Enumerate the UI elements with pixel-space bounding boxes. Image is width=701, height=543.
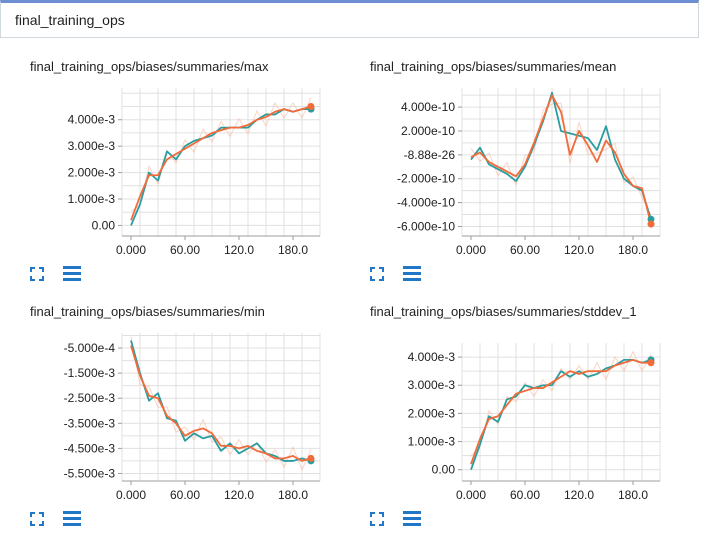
chart-card-mean: final_training_ops/biases/summaries/mean… bbox=[370, 58, 701, 298]
y-tick-label: 2.000e-3 bbox=[68, 166, 116, 180]
chart-title: final_training_ops/biases/summaries/stdd… bbox=[370, 304, 637, 319]
x-tick-label: 180.0 bbox=[278, 243, 308, 257]
y-tick-label: -4.000e-10 bbox=[397, 196, 455, 210]
menu-icon[interactable] bbox=[63, 511, 81, 526]
chart-card-stddev: final_training_ops/biases/summaries/stdd… bbox=[370, 303, 701, 543]
y-tick-label: 4.000e-3 bbox=[408, 350, 456, 364]
y-tick-label: 1.000e-3 bbox=[68, 192, 116, 206]
y-tick-label: -5.000e-4 bbox=[64, 341, 116, 355]
chart-title: final_training_ops/biases/summaries/mean bbox=[370, 59, 617, 74]
x-tick-label: 120.0 bbox=[564, 243, 594, 257]
series-end-point-orange bbox=[647, 359, 655, 367]
x-tick-label: 60.00 bbox=[510, 488, 540, 502]
expand-icon[interactable] bbox=[370, 267, 384, 281]
series-end-point-orange bbox=[647, 220, 655, 228]
menu-icon[interactable] bbox=[63, 266, 81, 281]
y-tick-label: 0.00 bbox=[92, 218, 116, 232]
y-tick-label: -3.500e-3 bbox=[64, 416, 116, 430]
y-tick-label: -8.88e-26 bbox=[404, 148, 456, 162]
series-line-orange bbox=[470, 94, 652, 225]
x-tick-label: 60.00 bbox=[170, 488, 200, 502]
x-tick-label: 180.0 bbox=[278, 488, 308, 502]
x-tick-label: 180.0 bbox=[618, 243, 648, 257]
chart-plot-max[interactable]: 0.000 60.00 120.0 180.0 0.00 1.000e-3 2.000e-3… bbox=[30, 58, 370, 263]
x-tick-label: 0.000 bbox=[116, 243, 146, 257]
x-tick-label: 120.0 bbox=[224, 243, 254, 257]
y-tick-label: 3.000e-3 bbox=[408, 378, 456, 392]
x-tick-label: 0.000 bbox=[456, 488, 486, 502]
y-tick-label: 1.000e-3 bbox=[408, 435, 456, 449]
series-end-point-orange bbox=[307, 103, 315, 110]
chart-plot-stddev[interactable]: 0.000 60.00 120.0 180.0 0.00 1.000e-3 2.000e-3… bbox=[370, 303, 701, 508]
y-tick-label: 4.000e-3 bbox=[68, 113, 116, 127]
y-tick-label: 3.000e-3 bbox=[68, 139, 116, 153]
chart-plot-mean[interactable]: 0.000 60.00 120.0 180.0 4.000e-10 2.000e-10 -8… bbox=[370, 58, 701, 263]
x-tick-label: 60.00 bbox=[510, 243, 540, 257]
y-tick-label: 4.000e-10 bbox=[401, 100, 455, 114]
x-tick-label: 60.00 bbox=[170, 243, 200, 257]
chart-title: final_training_ops/biases/summaries/max bbox=[30, 59, 269, 74]
series-line-orange bbox=[130, 105, 312, 221]
group-header[interactable]: final_training_ops bbox=[0, 0, 699, 38]
y-tick-label: -2.000e-10 bbox=[397, 172, 455, 186]
y-tick-label: -6.000e-10 bbox=[397, 219, 455, 233]
x-tick-label: 120.0 bbox=[224, 488, 254, 502]
group-title: final_training_ops bbox=[15, 12, 125, 28]
chart-plot-min[interactable]: 0.000 60.00 120.0 180.0 -5.000e-4 -1.500e-3 -2… bbox=[30, 303, 370, 508]
y-tick-label: 2.000e-3 bbox=[408, 406, 456, 420]
x-tick-label: 120.0 bbox=[564, 488, 594, 502]
y-tick-label: 0.00 bbox=[432, 463, 456, 477]
menu-icon[interactable] bbox=[403, 511, 421, 526]
x-tick-label: 180.0 bbox=[618, 488, 648, 502]
y-tick-label: -1.500e-3 bbox=[64, 366, 116, 380]
series-end-point-orange bbox=[307, 454, 315, 462]
series-line-orange bbox=[470, 358, 651, 465]
series-line-teal bbox=[470, 91, 652, 220]
expand-icon[interactable] bbox=[370, 512, 384, 526]
y-tick-label: -5.500e-3 bbox=[64, 466, 116, 480]
y-tick-label: -2.500e-3 bbox=[64, 391, 116, 405]
y-tick-label: 2.000e-10 bbox=[401, 124, 455, 138]
x-tick-label: 0.000 bbox=[116, 488, 146, 502]
expand-icon[interactable] bbox=[30, 267, 44, 281]
chart-card-min: final_training_ops/biases/summaries/min … bbox=[30, 303, 370, 543]
y-tick-label: -4.500e-3 bbox=[64, 441, 116, 455]
series-line-orange bbox=[130, 345, 312, 462]
series-line-teal bbox=[470, 358, 652, 471]
chart-card-max: final_training_ops/biases/summaries/max … bbox=[30, 58, 370, 298]
chart-title: final_training_ops/biases/summaries/min bbox=[30, 304, 265, 319]
series-raw-line bbox=[130, 336, 312, 472]
expand-icon[interactable] bbox=[30, 512, 44, 526]
x-tick-label: 0.000 bbox=[456, 243, 486, 257]
menu-icon[interactable] bbox=[403, 266, 421, 281]
